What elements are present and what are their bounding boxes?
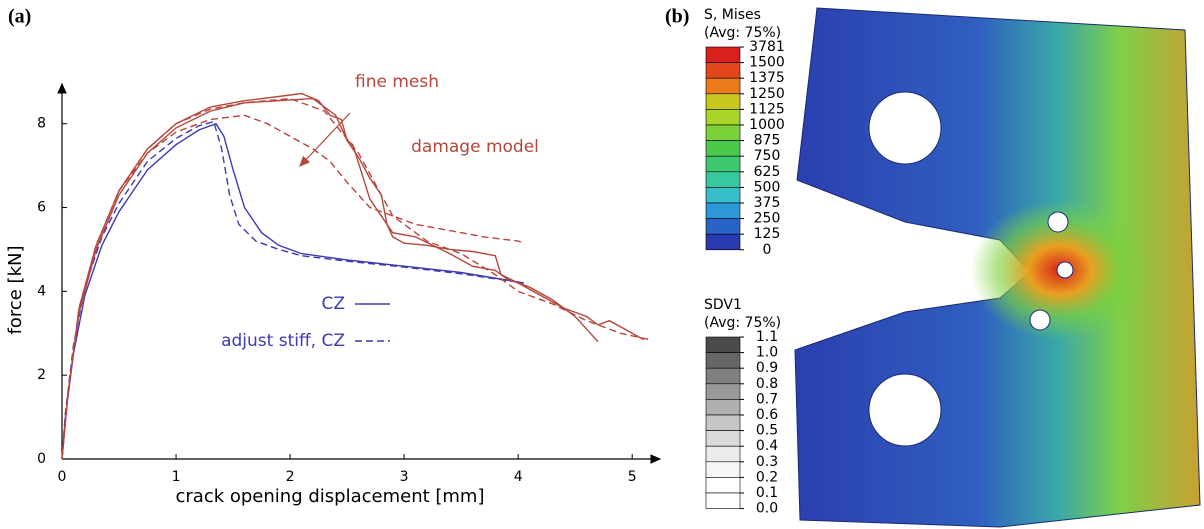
color-band bbox=[705, 202, 741, 219]
color-band bbox=[705, 46, 741, 63]
panel-a: (a) crack opening displacement [mm] forc… bbox=[5, 6, 662, 507]
level-label: 0.8 bbox=[756, 376, 778, 392]
legend-subtitle: (Avg: 75%) bbox=[704, 25, 781, 41]
panel-label: (a) bbox=[8, 6, 31, 28]
color-band bbox=[705, 477, 741, 494]
x-tick-label: 4 bbox=[514, 469, 523, 485]
level-label: 375 bbox=[754, 195, 781, 211]
x-tick-label: 2 bbox=[286, 469, 295, 485]
level-label: 0.6 bbox=[756, 407, 778, 423]
level-label: 0.0 bbox=[756, 501, 778, 517]
color-band bbox=[705, 171, 741, 188]
level-label: 1.0 bbox=[756, 345, 778, 361]
y-axis-label: force [kN] bbox=[5, 246, 26, 335]
level-label: 750 bbox=[754, 148, 781, 164]
level-label: 0.1 bbox=[756, 485, 778, 501]
level-label: 0 bbox=[763, 242, 772, 258]
series-line bbox=[61, 97, 599, 460]
level-label: 0.4 bbox=[756, 438, 778, 454]
color-band bbox=[705, 155, 741, 173]
plot: 0 1 2 3 4 5 0 2 4 6 8 CZ adjust stiff, CZ fine mesh da… bbox=[37, 72, 650, 485]
x-tick-label: 1 bbox=[172, 469, 181, 485]
hole bbox=[868, 373, 942, 447]
annotation: damage model bbox=[411, 137, 539, 157]
level-label: 3781 bbox=[749, 39, 785, 55]
legend-subtitle: (Avg: 75%) bbox=[704, 315, 781, 331]
series-line bbox=[61, 114, 525, 460]
x-tick-label: 3 bbox=[400, 469, 409, 485]
color-band bbox=[705, 140, 741, 157]
color-band bbox=[705, 352, 741, 369]
x-axis-label: crack opening displacement [mm] bbox=[176, 486, 485, 507]
level-label: 0.2 bbox=[756, 469, 778, 485]
level-label: 1000 bbox=[749, 117, 785, 133]
color-band bbox=[705, 124, 741, 141]
color-band bbox=[705, 399, 741, 416]
y-tick-label: 6 bbox=[37, 200, 46, 216]
legend-title: SDV1 bbox=[704, 297, 742, 313]
color-band bbox=[705, 445, 741, 463]
y-tick-label: 0 bbox=[37, 451, 46, 467]
level-label: 875 bbox=[754, 133, 781, 149]
color-band bbox=[705, 77, 741, 95]
level-label: 250 bbox=[754, 211, 781, 227]
panel-b: (b) bbox=[665, 6, 1201, 528]
series-line bbox=[61, 122, 525, 460]
legend-title: S, Mises bbox=[704, 7, 761, 23]
level-label: 1125 bbox=[749, 101, 785, 117]
level-label: 500 bbox=[754, 179, 781, 195]
level-label: 0.9 bbox=[756, 360, 778, 376]
void bbox=[1056, 261, 1074, 279]
x-tick-label: 0 bbox=[58, 469, 67, 485]
level-label: 625 bbox=[754, 164, 781, 180]
level-label: 125 bbox=[754, 226, 781, 242]
color-band bbox=[705, 367, 741, 385]
color-band bbox=[705, 430, 741, 447]
color-band bbox=[705, 233, 741, 251]
level-label: 1.1 bbox=[756, 329, 778, 345]
color-band bbox=[705, 187, 741, 204]
series-line bbox=[61, 97, 650, 460]
color-band bbox=[705, 93, 741, 110]
y-tick-label: 2 bbox=[37, 367, 46, 383]
series-line bbox=[61, 92, 644, 460]
void bbox=[1047, 211, 1069, 233]
color-band bbox=[705, 383, 741, 400]
hole bbox=[868, 91, 942, 165]
legend-label: adjust stiff, CZ bbox=[221, 331, 345, 351]
level-label: 1250 bbox=[749, 86, 785, 102]
void bbox=[1029, 309, 1051, 331]
color-band bbox=[705, 414, 741, 431]
level-label: 1500 bbox=[749, 55, 785, 71]
level-label: 0.5 bbox=[756, 423, 778, 439]
contour-legends: S, Mises(Avg: 75%)3781150013751250112510… bbox=[704, 7, 785, 517]
annotation: fine mesh bbox=[355, 72, 439, 92]
color-band bbox=[705, 461, 741, 478]
y-tick-label: 4 bbox=[37, 283, 46, 299]
color-band bbox=[705, 492, 741, 509]
level-label: 0.7 bbox=[756, 391, 778, 407]
color-band bbox=[705, 336, 741, 353]
x-tick-label: 5 bbox=[628, 469, 637, 485]
level-label: 0.3 bbox=[756, 454, 778, 470]
panel-label: (b) bbox=[665, 6, 689, 28]
color-band bbox=[705, 218, 741, 235]
color-band bbox=[705, 62, 741, 79]
legend-label: CZ bbox=[321, 294, 345, 314]
color-band bbox=[705, 109, 741, 126]
y-tick-label: 8 bbox=[37, 116, 46, 132]
level-label: 1375 bbox=[749, 70, 785, 86]
